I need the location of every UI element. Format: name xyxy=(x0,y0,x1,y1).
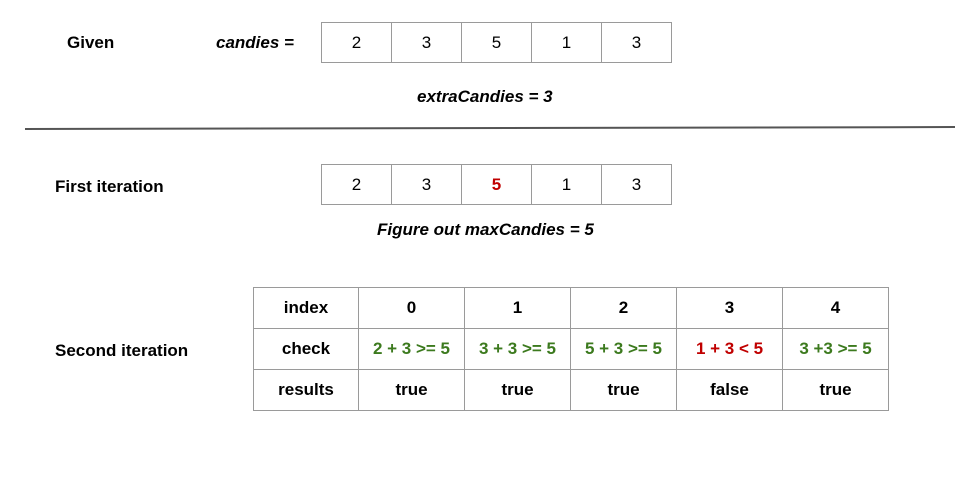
iteration-table: index 0 1 2 3 4 check 2 + 3 >= 5 3 + 3 >… xyxy=(253,287,889,411)
check-cell-3: 1 + 3 < 5 xyxy=(676,328,783,370)
given-candy-cell-4: 3 xyxy=(602,22,672,63)
given-candy-cell-3: 1 xyxy=(532,22,602,63)
index-header: index xyxy=(253,287,359,329)
max-candies-caption: Figure out maxCandies = 5 xyxy=(377,220,594,239)
check-row: check 2 + 3 >= 5 3 + 3 >= 5 5 + 3 >= 5 1… xyxy=(253,328,889,370)
index-cell-3: 3 xyxy=(676,287,783,329)
second-iteration-label: Second iteration xyxy=(55,341,189,360)
given-candy-cell-2: 5 xyxy=(462,22,532,63)
first-candy-cell-1: 3 xyxy=(392,164,462,205)
result-cell-4: true xyxy=(782,369,889,411)
check-cell-4: 3 +3 >= 5 xyxy=(782,328,889,370)
index-cell-0: 0 xyxy=(358,287,465,329)
result-cell-0: true xyxy=(358,369,465,411)
results-header: results xyxy=(253,369,359,411)
check-header: check xyxy=(253,328,359,370)
given-label: Given xyxy=(67,33,115,52)
first-candy-cell-4: 3 xyxy=(602,164,672,205)
check-cell-2: 5 + 3 >= 5 xyxy=(570,328,677,370)
index-row: index 0 1 2 3 4 xyxy=(253,287,889,329)
index-cell-2: 2 xyxy=(570,287,677,329)
extra-candies-label: extraCandies = 3 xyxy=(417,87,553,106)
first-iteration-label: First iteration xyxy=(55,177,164,196)
index-cell-4: 4 xyxy=(782,287,889,329)
index-cell-1: 1 xyxy=(464,287,571,329)
given-candy-cell-0: 2 xyxy=(322,22,392,63)
candies-label: candies = xyxy=(216,33,294,52)
first-candy-cell-2: 5 xyxy=(462,164,532,205)
check-cell-1: 3 + 3 >= 5 xyxy=(464,328,571,370)
result-cell-1: true xyxy=(464,369,571,411)
first-candy-cell-3: 1 xyxy=(532,164,602,205)
given-candy-cell-1: 3 xyxy=(392,22,462,63)
result-cell-3: false xyxy=(676,369,783,411)
result-cell-2: true xyxy=(570,369,677,411)
results-row: results true true true false true xyxy=(253,369,889,411)
first-candy-cell-0: 2 xyxy=(322,164,392,205)
first-iteration-array: 2 3 5 1 3 xyxy=(321,164,672,205)
check-cell-0: 2 + 3 >= 5 xyxy=(358,328,465,370)
section-divider xyxy=(24,126,956,130)
given-candies-array: 2 3 5 1 3 xyxy=(321,22,672,63)
